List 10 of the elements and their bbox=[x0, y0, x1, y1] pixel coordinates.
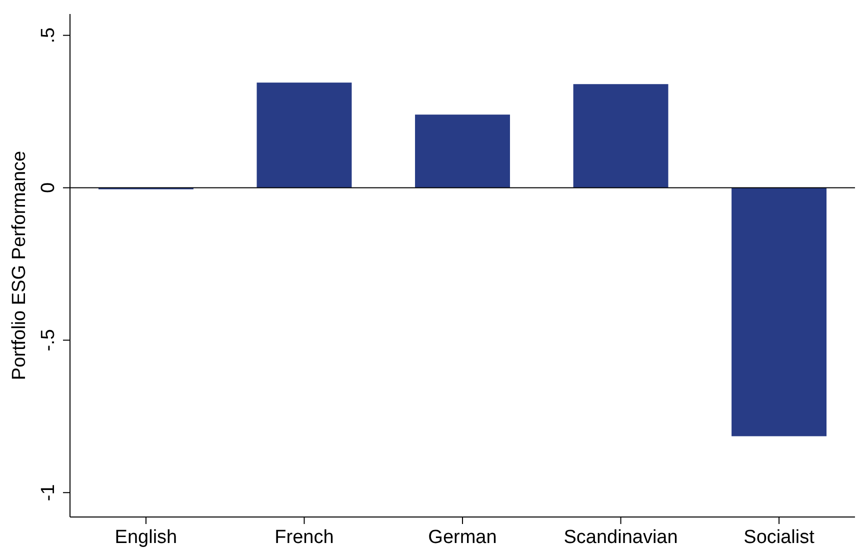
x-tick-label: Scandinavian bbox=[564, 527, 678, 548]
x-tick-label: German bbox=[428, 527, 497, 548]
x-tick-label: French bbox=[274, 527, 334, 548]
y-tick-label: 0 bbox=[38, 182, 59, 194]
y-tick-label: .5 bbox=[38, 27, 59, 44]
y-tick-label: -1 bbox=[38, 484, 59, 502]
x-tick-label: English bbox=[114, 527, 178, 548]
y-axis-title: Portfolio ESG Performance bbox=[9, 150, 30, 380]
y-tick-label: -.5 bbox=[38, 329, 59, 352]
x-tick-label: Socialist bbox=[744, 527, 816, 548]
